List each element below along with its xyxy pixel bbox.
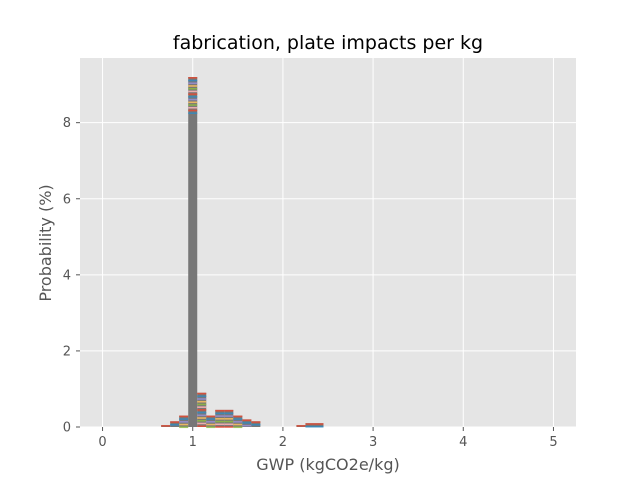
histogram-bar-12 [305, 423, 315, 427]
bar-stripe-6-0 [215, 409, 225, 412]
bar-stripe-4-9 [197, 417, 207, 419]
bar-stripe-3-2 [188, 82, 198, 85]
bar-stripe-3-3 [188, 85, 198, 87]
y-tick-label-4: 8 [63, 116, 71, 131]
bar-stripe-7-0 [224, 409, 234, 412]
bar-stripe-5-1 [206, 418, 216, 420]
bar-stripe-6-4 [215, 420, 225, 423]
bar-stripe-11-0 [296, 425, 306, 427]
y-axis-label: Probability (%) [36, 184, 55, 301]
bar-stripe-13-1 [314, 425, 324, 428]
bar-stripe-3-10 [188, 104, 198, 106]
bar-stripe-1-1 [170, 424, 180, 426]
bar-stripe-5-0 [206, 415, 216, 418]
x-tick-label-4: 4 [459, 435, 467, 450]
bar-stripe-6-2 [215, 415, 225, 417]
bar-stripe-6-3 [215, 418, 225, 420]
bar-stripe-5-3 [206, 423, 216, 426]
bar-stripe-3-6 [188, 93, 198, 95]
bar-stripe-1-0 [170, 421, 180, 423]
bar-stripe-9-2 [242, 424, 252, 427]
bar-stripe-8-0 [233, 415, 243, 418]
bar-stripe-7-4 [224, 420, 234, 423]
bar-stripe-4-1 [197, 395, 207, 398]
bar-stripe-4-8 [197, 414, 207, 417]
bar-stripe-8-4 [233, 426, 243, 429]
bar-stripe-7-5 [224, 423, 234, 426]
bar-stripe-8-1 [233, 418, 243, 420]
x-tick-label-3: 3 [369, 435, 377, 450]
bar-stripe-3-9 [188, 101, 198, 104]
histogram-bar-3 [188, 77, 198, 427]
bar-stripe-4-7 [197, 411, 207, 414]
bar-stripe-4-5 [197, 406, 207, 408]
x-tick-label-0: 0 [98, 435, 106, 450]
bar-stripe-3-4 [188, 87, 198, 90]
bar-stripe-7-6 [224, 426, 234, 428]
bar-stripe-6-5 [215, 423, 225, 426]
bar-stripe-6-1 [215, 412, 225, 415]
bar-stripe-9-1 [242, 422, 252, 424]
x-tick-label-5: 5 [549, 435, 557, 450]
bar-stripe-8-3 [233, 423, 243, 426]
bar-stripe-3-8 [188, 98, 198, 101]
y-tick-label-3: 6 [63, 192, 71, 207]
bar-stripe-12-0 [305, 423, 315, 425]
axis-ticks: 0 1 2 3 4 5 0 2 4 6 8 [63, 116, 558, 450]
bar-stripe-7-2 [224, 415, 234, 417]
chart-title: fabrication, plate impacts per kg [173, 32, 483, 54]
bar-stripe-2-4 [179, 426, 189, 429]
x-axis-label: GWP (kgCO2e/kg) [256, 455, 399, 474]
y-tick-label-2: 4 [63, 268, 71, 283]
x-tick-label-2: 2 [279, 435, 287, 450]
bar-stripe-2-2 [179, 421, 189, 423]
plot-background [80, 58, 576, 427]
bar-stripe-4-11 [197, 422, 207, 425]
bar-stripe-4-6 [197, 409, 207, 411]
bar-stripe-3-5 [188, 90, 198, 93]
bar-stripe-7-1 [224, 412, 234, 415]
bar-stripe-3-1 [188, 79, 198, 82]
x-tick-label-1: 1 [189, 435, 197, 450]
bar-stripe-10-1 [251, 424, 261, 426]
bar-stripe-8-2 [233, 421, 243, 423]
bar-stripe-5-4 [206, 426, 216, 429]
histogram-bar-13 [314, 423, 324, 427]
bar-stripe-5-2 [206, 421, 216, 423]
bar-stripe-3-13 [188, 112, 198, 114]
bar-stripe-4-4 [197, 403, 207, 406]
bar-stripe-3-0 [188, 77, 198, 79]
bar-stripe-3-7 [188, 96, 198, 98]
bar-stripe-4-2 [197, 398, 207, 400]
bar-stripe-6-6 [215, 426, 225, 428]
bar-stripe-0-0 [161, 425, 171, 427]
bar-stripe-10-0 [251, 421, 261, 423]
bar-stripe-4-10 [197, 419, 207, 422]
bar-stripe-4-12 [197, 425, 207, 428]
bar-stripe-3-12 [188, 109, 198, 112]
bar-stripe-2-3 [179, 423, 189, 426]
bar-stripe-3-11 [188, 106, 198, 109]
bar-stripe-4-3 [197, 400, 207, 403]
y-tick-label-1: 2 [63, 344, 71, 359]
bar-stripe-9-0 [242, 419, 252, 421]
bar-stripe-12-1 [305, 425, 315, 428]
y-tick-label-0: 0 [63, 421, 71, 436]
bar-stripe-7-3 [224, 418, 234, 420]
bar-stripe-13-0 [314, 423, 324, 425]
bar-stripe-4-0 [197, 392, 207, 395]
histogram-bars [161, 77, 324, 429]
bar-stripe-2-0 [179, 415, 189, 418]
bar-stripe-2-1 [179, 418, 189, 420]
